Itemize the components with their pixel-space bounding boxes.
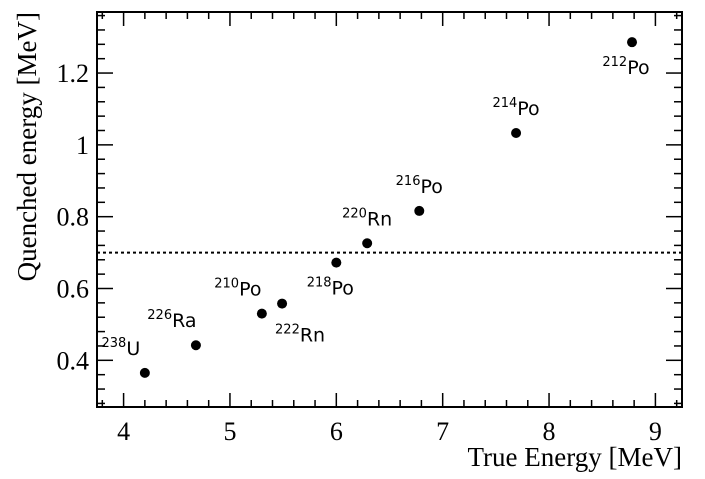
point-label: 222Rn bbox=[275, 323, 325, 347]
point-label: 214Po bbox=[492, 96, 539, 120]
point-label: 210Po bbox=[214, 277, 261, 301]
x-tick-label: 7 bbox=[436, 417, 449, 446]
y-tick-label: 0.8 bbox=[57, 203, 90, 232]
y-tick-label: 1.2 bbox=[57, 59, 90, 88]
data-point bbox=[190, 340, 201, 351]
data-point bbox=[331, 257, 342, 268]
plot-frame bbox=[96, 11, 683, 408]
data-point bbox=[414, 205, 425, 216]
data-point bbox=[627, 37, 638, 48]
point-label: 238U bbox=[101, 336, 140, 360]
data-point bbox=[277, 298, 288, 309]
y-axis-title: Quenched energy [MeV] bbox=[12, 12, 42, 281]
x-tick-label: 9 bbox=[649, 417, 662, 446]
point-label: 218Po bbox=[307, 276, 354, 300]
x-tick-label: 4 bbox=[117, 417, 130, 446]
y-tick-label: 0.6 bbox=[57, 275, 90, 304]
y-tick-label: 1 bbox=[76, 131, 89, 160]
data-point bbox=[256, 308, 267, 319]
x-tick-label: 5 bbox=[223, 417, 236, 446]
y-tick-label: 0.4 bbox=[57, 346, 90, 375]
x-axis-title: True Energy [MeV] bbox=[468, 442, 682, 472]
point-label: 216Po bbox=[396, 174, 443, 198]
data-point bbox=[362, 238, 373, 249]
point-label: 220Rn bbox=[342, 206, 392, 230]
x-tick-label: 6 bbox=[330, 417, 343, 446]
point-label: 226Ra bbox=[147, 308, 196, 332]
x-tick-label: 8 bbox=[543, 417, 556, 446]
data-point bbox=[511, 128, 522, 139]
data-point bbox=[139, 367, 150, 378]
point-label: 212Po bbox=[602, 55, 649, 79]
